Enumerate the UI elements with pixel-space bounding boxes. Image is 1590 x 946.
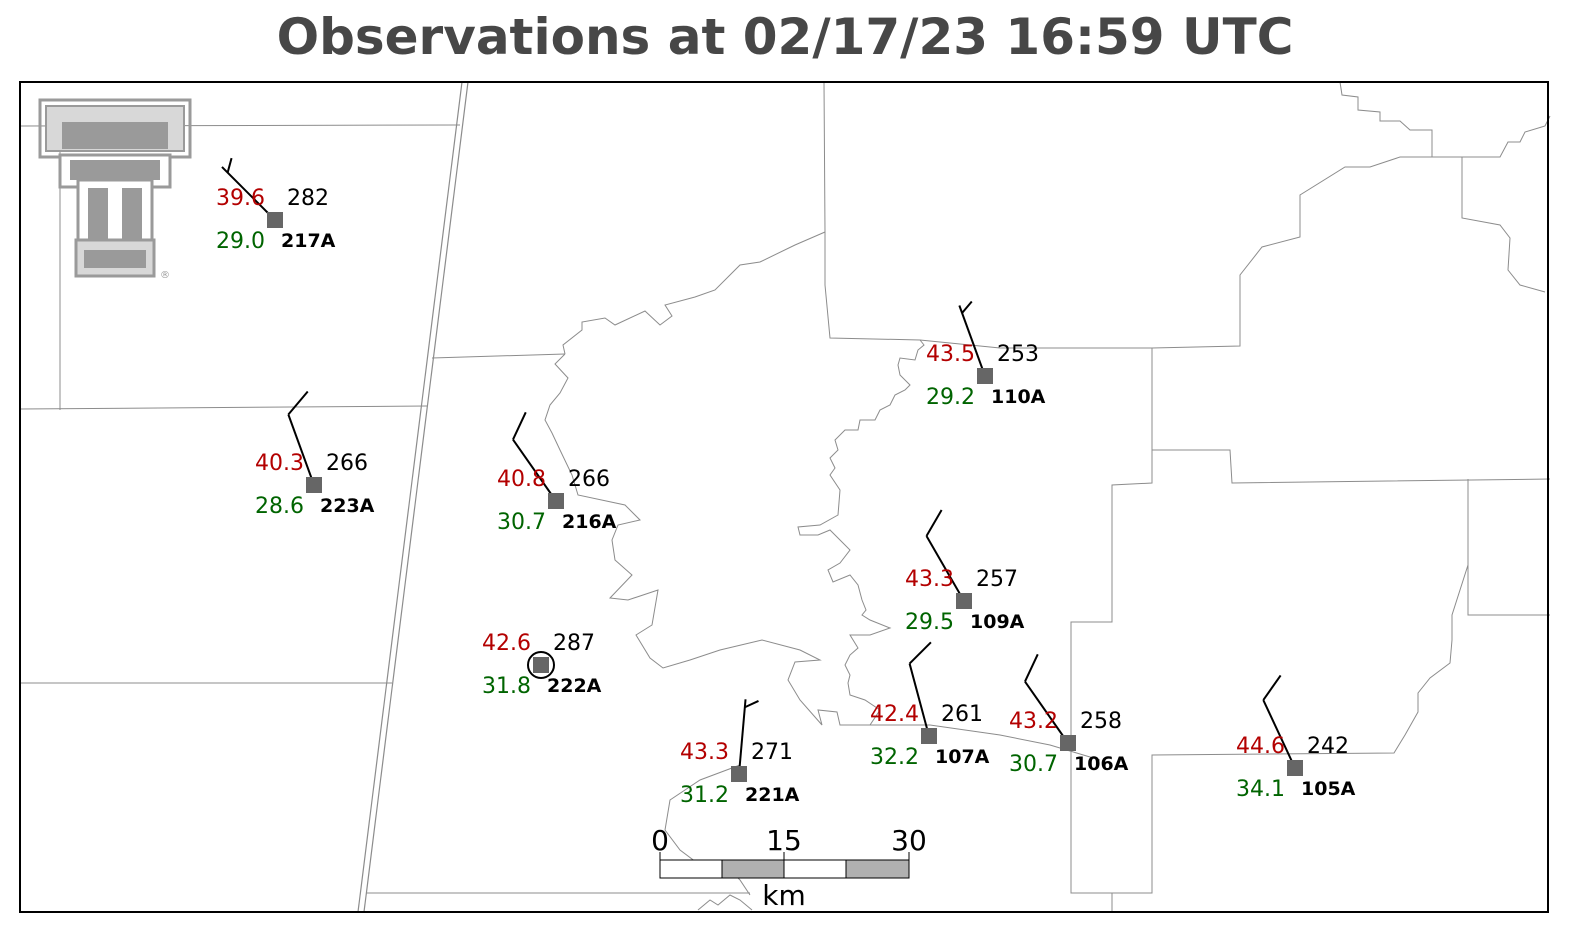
station-id-label: 109A — [970, 611, 1025, 633]
wind-barb — [221, 157, 276, 221]
temperature-label: 39.6 — [216, 186, 265, 211]
county-boundaries — [19, 81, 1551, 913]
scale-label-15: 15 — [766, 824, 802, 857]
dewpoint-label: 29.2 — [926, 385, 975, 410]
pressure-label: 282 — [287, 186, 329, 211]
station-id-label: 217A — [281, 230, 336, 252]
temperature-label: 43.5 — [926, 342, 975, 367]
station-223a[interactable]: 40.3 266 28.6 223A — [255, 390, 375, 519]
dewpoint-label: 31.8 — [482, 674, 531, 699]
station-107a[interactable]: 42.4 261 32.2 107A — [870, 641, 990, 770]
station-id-label: 107A — [935, 746, 990, 768]
state-border — [357, 81, 469, 913]
station-marker — [921, 728, 937, 744]
pressure-label: 261 — [941, 702, 983, 727]
station-110a[interactable]: 43.5 253 29.2 110A — [926, 300, 1046, 410]
station-id-label: 106A — [1074, 753, 1129, 775]
station-id-label: 223A — [320, 495, 375, 517]
temperature-label: 43.3 — [680, 740, 729, 765]
scale-label-0: 0 — [651, 824, 669, 857]
pressure-label: 258 — [1080, 709, 1122, 734]
station-id-label: 216A — [562, 511, 617, 533]
pressure-label: 257 — [976, 567, 1018, 592]
station-106a[interactable]: 43.2 258 30.7 106A — [1009, 653, 1129, 777]
station-id-label: 105A — [1301, 778, 1356, 800]
temperature-label: 43.3 — [905, 567, 954, 592]
station-marker — [548, 493, 564, 509]
registered-mark: ® — [160, 270, 170, 281]
temperature-label: 43.2 — [1009, 709, 1058, 734]
station-id-label: 222A — [547, 675, 602, 697]
station-id-label: 221A — [745, 784, 800, 806]
station-105a[interactable]: 44.6 242 34.1 105A — [1236, 674, 1356, 802]
station-marker — [533, 657, 549, 673]
station-109a[interactable]: 43.3 257 29.5 109A — [905, 509, 1025, 635]
station-222a[interactable]: 42.6 287 31.8 222A — [482, 631, 602, 699]
calm-wind-circle — [527, 651, 555, 679]
station-217a[interactable]: 39.6 282 29.0 217A — [216, 157, 336, 254]
wind-barb — [925, 509, 965, 602]
pressure-label: 271 — [751, 740, 793, 765]
temperature-label: 44.6 — [1236, 734, 1285, 759]
wind-barb — [958, 300, 986, 377]
dewpoint-label: 34.1 — [1236, 777, 1285, 802]
pressure-label: 287 — [553, 631, 595, 656]
station-marker — [306, 477, 322, 493]
pressure-label: 266 — [326, 451, 368, 476]
scale-label-30: 30 — [891, 824, 927, 857]
temperature-label: 42.4 — [870, 702, 919, 727]
station-marker — [731, 766, 747, 782]
pressure-label: 266 — [568, 467, 610, 492]
dewpoint-label: 30.7 — [497, 510, 546, 535]
pressure-label: 253 — [997, 342, 1039, 367]
station-216a[interactable]: 40.8 266 30.7 216A — [497, 411, 617, 535]
station-marker — [267, 212, 283, 228]
scale-unit-label: km — [762, 879, 806, 912]
texas-tech-double-t-logo: ® — [38, 98, 192, 281]
dewpoint-label: 28.6 — [255, 494, 304, 519]
wind-barb — [287, 390, 315, 486]
dewpoint-label: 31.2 — [680, 783, 729, 808]
station-marker — [977, 368, 993, 384]
wind-barb — [1262, 674, 1296, 769]
wind-barb — [908, 641, 932, 737]
scale-bar: 0 15 30 km — [651, 824, 927, 912]
wind-barb — [1024, 653, 1069, 744]
dewpoint-label: 32.2 — [870, 745, 919, 770]
station-id-label: 110A — [991, 386, 1046, 408]
wind-barb — [512, 411, 557, 502]
map-frame — [19, 81, 1549, 913]
temperature-label: 40.3 — [255, 451, 304, 476]
temperature-label: 40.8 — [497, 467, 546, 492]
dewpoint-label: 30.7 — [1009, 752, 1058, 777]
dewpoint-label: 29.0 — [216, 229, 265, 254]
page-title: Observations at 02/17/23 16:59 UTC — [276, 8, 1294, 66]
wind-barb — [738, 699, 759, 775]
pressure-label: 242 — [1307, 734, 1349, 759]
temperature-label: 42.6 — [482, 631, 531, 656]
station-marker — [1287, 760, 1303, 776]
station-marker — [1060, 735, 1076, 751]
station-221a[interactable]: 43.3 271 31.2 221A — [680, 699, 800, 808]
dewpoint-label: 29.5 — [905, 610, 954, 635]
station-marker — [956, 593, 972, 609]
